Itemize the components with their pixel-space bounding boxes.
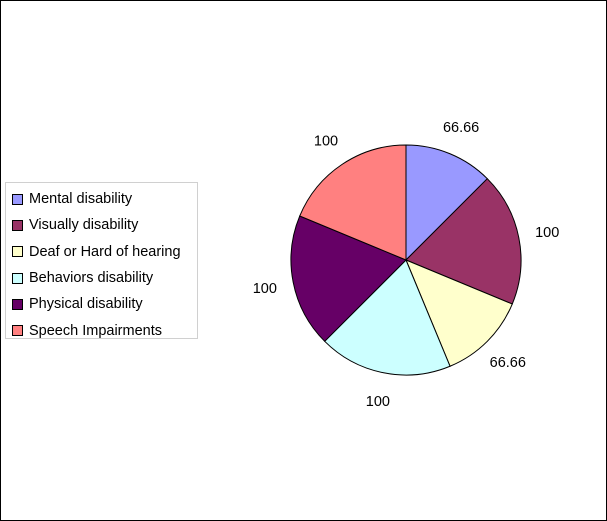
data-label-2: 100 (535, 225, 559, 241)
legend-label: Mental disability (29, 191, 133, 208)
legend-swatch (12, 193, 23, 205)
data-label-5: 100 (253, 281, 277, 297)
legend: Mental disability Visually disability Deaf… (5, 182, 198, 339)
legend-label: Behaviors disability (29, 270, 154, 287)
legend-item: Behaviors disability (6, 265, 197, 291)
data-label-6: 100 (314, 133, 338, 149)
data-label-4: 100 (366, 394, 390, 410)
pie-slice-6 (299, 144, 407, 261)
legend-label: Speech Impairments (29, 322, 162, 339)
legend-swatch (12, 219, 23, 231)
legend-swatch (12, 272, 23, 284)
legend-item: Physical disability (6, 291, 197, 317)
legend-label: Deaf or Hard of hearing (29, 243, 181, 260)
legend-item: Mental disability (6, 186, 197, 212)
data-label-1: 66.66 (443, 120, 479, 136)
legend-label: Visually disability (29, 217, 139, 234)
legend-item: Speech Impairments (6, 317, 197, 343)
pie-slice-1 (405, 144, 489, 262)
pie-slice-4 (323, 259, 451, 376)
legend-item: Visually disability (6, 212, 197, 238)
data-label-3: 66.66 (490, 355, 526, 371)
legend-item: Deaf or Hard of hearing (6, 239, 197, 265)
legend-swatch (12, 298, 23, 310)
pie-slice-5 (290, 215, 407, 343)
pie-slice-2 (405, 177, 522, 305)
legend-swatch (12, 246, 23, 258)
legend-label: Physical disability (29, 296, 143, 313)
pie-slice-3 (405, 259, 513, 367)
legend-swatch (12, 325, 23, 337)
